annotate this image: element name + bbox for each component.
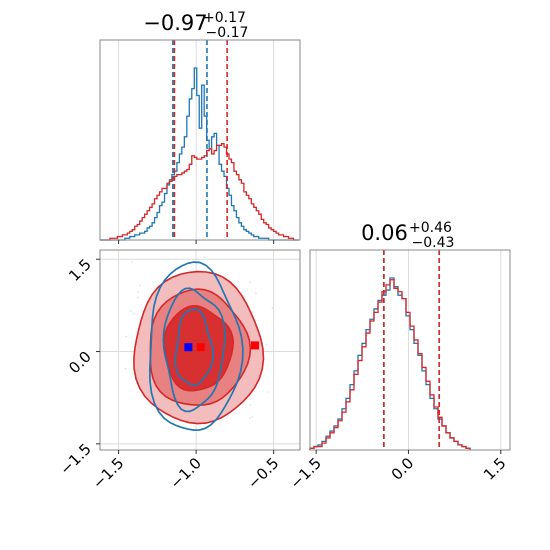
sample-point <box>131 260 134 263</box>
joint-panel-points <box>184 341 260 352</box>
red-marker-1 <box>251 341 260 350</box>
blue-contour-0 <box>148 261 244 431</box>
sample-point <box>139 284 142 287</box>
x-tick-label-param-2-2: 1.5 <box>480 454 510 484</box>
sample-point <box>249 416 251 419</box>
red-marker-0 <box>196 343 205 352</box>
title-param-1-sub: −0.17 <box>206 25 249 41</box>
sample-point <box>136 291 139 293</box>
sample-point <box>267 391 269 393</box>
marginal-panel-param-2-frame <box>309 249 511 451</box>
sample-point <box>251 416 254 418</box>
sample-point <box>251 311 254 314</box>
blue-contour-2 <box>174 308 215 387</box>
sample-point <box>125 335 128 338</box>
x-tick-label-param-1-2: −0.5 <box>244 454 282 492</box>
title-param-2-main: 0.06 <box>361 221 408 245</box>
sample-point <box>249 403 252 406</box>
title-param-1-sup: +0.17 <box>203 10 246 26</box>
marginal-panel-param-2-grid <box>315 250 502 450</box>
histogram-param-2-series-0 <box>309 277 471 450</box>
marginal-panel-param-2 <box>309 249 511 451</box>
x-tick-label-param-2-1: 0.0 <box>388 454 418 484</box>
y-tick-label-0: 1.5 <box>65 255 95 285</box>
sample-point <box>136 391 139 394</box>
histogram-param-1-series-0 <box>100 67 299 241</box>
sample-point <box>130 310 132 312</box>
y-tick-label-1: 0.0 <box>65 348 95 378</box>
title-param-2: 0.06 +0.46 −0.43 <box>361 217 457 251</box>
marginal-panel-param-1-frame <box>99 39 301 241</box>
joint-panel <box>99 249 301 451</box>
sample-point <box>136 296 139 299</box>
joint-panel-frame <box>99 249 301 451</box>
sample-point <box>203 256 206 258</box>
sample-point <box>173 419 176 422</box>
sample-point <box>124 367 127 370</box>
sample-point <box>271 307 274 309</box>
sample-point <box>265 343 268 346</box>
marginal-panel-param-1-series <box>100 40 299 241</box>
x-tick-label-param-1-1: −1.0 <box>166 454 204 492</box>
x-tick-label-param-1-0: −1.5 <box>89 454 127 492</box>
axis-ticks: −1.5 −1.0 −0.51.50.0−1.5 −1.5 0.0 1.5 <box>56 240 510 493</box>
blue-marker <box>184 343 193 352</box>
blue-contour-1 <box>162 287 226 413</box>
x-tick-label-param-2-0: −1.5 <box>286 454 324 492</box>
histogram-param-1-series-1 <box>100 143 299 241</box>
title-param-2-sup: +0.46 <box>409 220 452 236</box>
y-tick-label-2: −1.5 <box>56 440 94 478</box>
title-param-1-main: −0.97 <box>143 11 207 35</box>
title-param-1: −0.97 +0.17 −0.17 <box>143 7 251 41</box>
marginal-panel-param-2-series <box>309 250 471 450</box>
title-param-2-sub: −0.43 <box>412 235 455 251</box>
histogram-param-2-series-1 <box>309 279 471 450</box>
sample-point <box>255 292 257 295</box>
joint-panel-blue-contours <box>148 261 244 431</box>
marginal-panel-param-1 <box>99 39 301 241</box>
sample-point <box>249 281 252 284</box>
sample-point <box>133 312 135 315</box>
